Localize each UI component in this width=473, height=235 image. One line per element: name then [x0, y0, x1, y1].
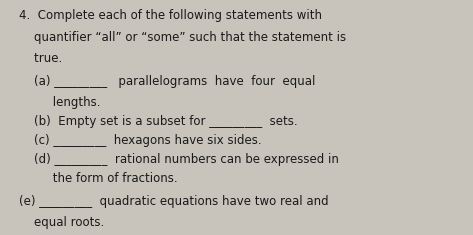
- Text: equal roots.: equal roots.: [19, 216, 104, 229]
- Text: lengths.: lengths.: [19, 96, 100, 109]
- Text: 4.  Complete each of the following statements with: 4. Complete each of the following statem…: [19, 9, 322, 22]
- Text: quantifier “all” or “some” such that the statement is: quantifier “all” or “some” such that the…: [19, 31, 346, 43]
- Text: true.: true.: [19, 52, 62, 65]
- Text: (d) _________  rational numbers can be expressed in: (d) _________ rational numbers can be ex…: [19, 153, 339, 166]
- Text: (a) _________   parallelograms  have  four  equal: (a) _________ parallelograms have four e…: [19, 75, 315, 88]
- Text: (b)  Empty set is a subset for _________  sets.: (b) Empty set is a subset for _________ …: [19, 115, 298, 128]
- Text: the form of fractions.: the form of fractions.: [19, 172, 177, 184]
- Text: (c) _________  hexagons have six sides.: (c) _________ hexagons have six sides.: [19, 134, 262, 147]
- Text: (e) _________  quadratic equations have two real and: (e) _________ quadratic equations have t…: [19, 195, 329, 208]
